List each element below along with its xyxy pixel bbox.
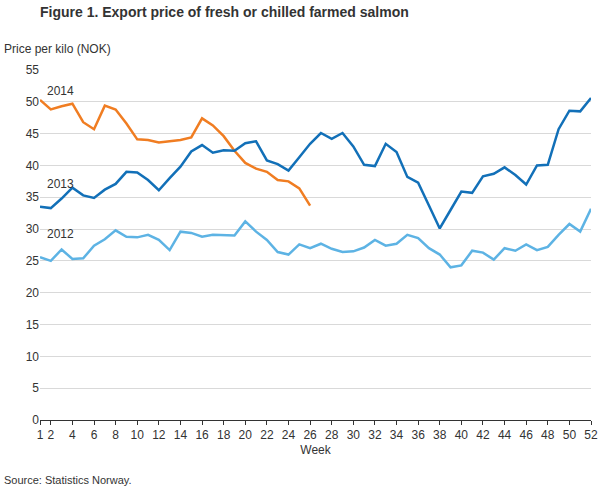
svg-text:26: 26 — [303, 428, 317, 442]
svg-text:22: 22 — [260, 428, 274, 442]
svg-text:32: 32 — [368, 428, 382, 442]
svg-text:52: 52 — [584, 428, 598, 442]
svg-text:38: 38 — [433, 428, 447, 442]
svg-text:30: 30 — [26, 222, 40, 236]
svg-text:40: 40 — [26, 159, 40, 173]
svg-text:46: 46 — [520, 428, 534, 442]
svg-text:4: 4 — [69, 428, 76, 442]
svg-text:16: 16 — [195, 428, 209, 442]
svg-text:15: 15 — [26, 318, 40, 332]
svg-text:20: 20 — [239, 428, 253, 442]
svg-text:25: 25 — [26, 254, 40, 268]
svg-text:35: 35 — [26, 190, 40, 204]
svg-text:34: 34 — [390, 428, 404, 442]
svg-text:5: 5 — [32, 381, 39, 395]
svg-text:30: 30 — [347, 428, 361, 442]
svg-text:44: 44 — [498, 428, 512, 442]
svg-text:36: 36 — [411, 428, 425, 442]
svg-text:10: 10 — [26, 350, 40, 364]
svg-text:Source: Statistics Norway.: Source: Statistics Norway. — [4, 474, 132, 486]
svg-text:14: 14 — [174, 428, 188, 442]
svg-text:Figure 1. Export price of fres: Figure 1. Export price of fresh or chill… — [40, 4, 409, 20]
svg-text:48: 48 — [541, 428, 555, 442]
svg-text:12: 12 — [152, 428, 166, 442]
svg-text:45: 45 — [26, 127, 40, 141]
svg-text:40: 40 — [455, 428, 469, 442]
svg-text:10: 10 — [131, 428, 145, 442]
svg-text:2013: 2013 — [47, 177, 74, 191]
svg-text:2014: 2014 — [47, 84, 74, 98]
svg-text:8: 8 — [112, 428, 119, 442]
svg-text:Price per kilo (NOK): Price per kilo (NOK) — [4, 42, 111, 56]
svg-text:2012: 2012 — [47, 227, 74, 241]
svg-text:6: 6 — [91, 428, 98, 442]
svg-text:28: 28 — [325, 428, 339, 442]
svg-text:0: 0 — [32, 413, 39, 427]
svg-text:24: 24 — [282, 428, 296, 442]
svg-text:20: 20 — [26, 286, 40, 300]
svg-text:18: 18 — [217, 428, 231, 442]
svg-text:2: 2 — [47, 428, 54, 442]
svg-text:Week: Week — [300, 443, 331, 457]
svg-text:55: 55 — [26, 63, 40, 77]
svg-text:50: 50 — [26, 95, 40, 109]
svg-text:50: 50 — [563, 428, 577, 442]
svg-text:42: 42 — [476, 428, 490, 442]
svg-text:1: 1 — [37, 428, 44, 442]
